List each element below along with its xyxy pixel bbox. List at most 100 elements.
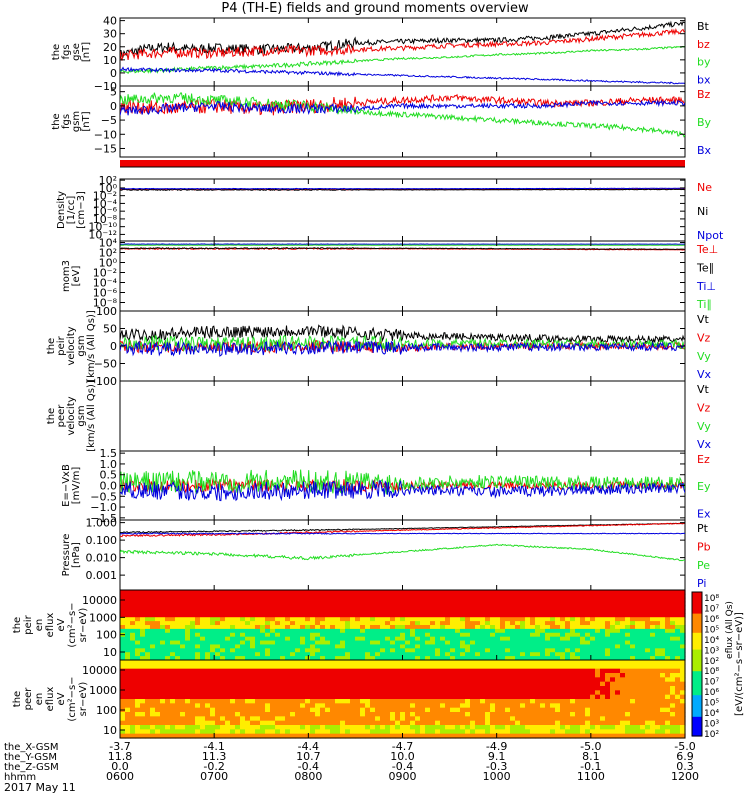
- spectrogram-cell: [345, 640, 351, 646]
- spectrogram-cell: [230, 613, 236, 618]
- spectrogram-cell: [390, 668, 396, 674]
- spectrogram-cell: [240, 699, 246, 704]
- spectrogram-cell: [555, 720, 561, 726]
- spectrogram-cell: [265, 673, 271, 678]
- spectrogram-cell: [365, 590, 371, 595]
- spectrogram-cell: [180, 644, 186, 649]
- spectrogram-cell: [390, 660, 396, 665]
- spectrogram-cell: [575, 625, 581, 630]
- spectrogram-cell: [330, 636, 336, 642]
- spectrogram-cell: [460, 681, 466, 687]
- spectrogram-cell: [125, 716, 131, 722]
- spectrogram-cell: [135, 686, 141, 691]
- spectrogram-cell: [645, 644, 651, 649]
- spectrogram-cell: [620, 597, 626, 603]
- spectrogram-cell: [160, 707, 166, 713]
- spectrogram-cell: [495, 621, 501, 626]
- spectrogram-cell: [270, 664, 276, 670]
- spectrogram-cell: [630, 716, 636, 722]
- spectrogram-cell: [155, 621, 161, 626]
- spectrogram-cell: [360, 707, 366, 713]
- legend-entry: bz: [697, 38, 710, 51]
- spectrogram-cell: [150, 694, 156, 700]
- spectrogram-cell: [410, 733, 416, 739]
- spectrogram-cell: [345, 668, 351, 674]
- spectrogram-cell: [260, 712, 266, 717]
- spectrogram-cell: [140, 644, 146, 649]
- spectrogram-cell: [160, 593, 166, 599]
- spectrogram-cell: [285, 640, 291, 646]
- spectrogram-cell: [565, 694, 571, 700]
- spectrogram-cell: [330, 668, 336, 674]
- spectrogram-cell: [205, 716, 211, 722]
- spectrogram-cell: [245, 720, 251, 726]
- spectrogram-cell: [515, 617, 521, 622]
- spectrogram-cell: [335, 694, 341, 700]
- spectrogram-cell: [155, 716, 161, 722]
- spectrogram-cell: [435, 664, 441, 670]
- spectrogram-cell: [400, 694, 406, 700]
- spectrogram-cell: [585, 632, 591, 638]
- colorbar-cell: [692, 668, 702, 672]
- spectrogram-cell: [415, 628, 421, 634]
- spectrogram-cell: [365, 686, 371, 691]
- spectrogram-cell: [290, 668, 296, 674]
- spectrogram-cell: [220, 716, 226, 722]
- spectrogram-cell: [325, 605, 331, 611]
- spectrogram-cell: [145, 681, 151, 687]
- spectrogram-cell: [255, 652, 261, 657]
- spectrogram-cell: [615, 640, 621, 646]
- spectrogram-cell: [345, 725, 351, 730]
- spectrogram-cell: [645, 668, 651, 674]
- spectrogram-cell: [660, 668, 666, 674]
- spectrogram-cell: [585, 673, 591, 678]
- spectrogram-cell: [320, 686, 326, 691]
- spectrogram-cell: [140, 617, 146, 622]
- spectrogram-cell: [390, 605, 396, 611]
- spectrogram-cell: [510, 681, 516, 687]
- legend-entry: By: [697, 116, 712, 129]
- colorbar-cell: [692, 680, 702, 684]
- spectrogram-cell: [655, 605, 661, 611]
- spectrogram-cell: [150, 686, 156, 691]
- spectrogram-cell: [390, 703, 396, 709]
- spectrogram-cell: [190, 733, 196, 739]
- spectrogram-cell: [415, 686, 421, 691]
- spectrogram-cell: [140, 613, 146, 618]
- spectrogram-cell: [515, 625, 521, 630]
- spectrogram-cell: [180, 652, 186, 657]
- spectrogram-cell: [465, 613, 471, 618]
- spectrogram-cell: [365, 729, 371, 735]
- spectrogram-cell: [220, 673, 226, 678]
- spectrogram-cell: [260, 686, 266, 691]
- spectrogram-cell: [280, 686, 286, 691]
- spectrogram-cell: [165, 694, 171, 700]
- spectrogram-cell: [485, 686, 491, 691]
- spectrogram-cell: [230, 632, 236, 638]
- spectrogram-cell: [165, 690, 171, 696]
- spectrogram-cell: [180, 686, 186, 691]
- spectrogram-cell: [670, 725, 676, 730]
- y-tick-label: −1.5: [90, 512, 117, 525]
- spectrogram-cell: [285, 673, 291, 678]
- spectrogram-cell: [650, 628, 656, 634]
- spectrogram-cell: [545, 686, 551, 691]
- spectrogram-cell: [130, 593, 136, 599]
- spectrogram-cell: [600, 725, 606, 730]
- spectrogram-cell: [230, 660, 236, 665]
- spectrogram-cell: [620, 690, 626, 696]
- spectrogram-cell: [235, 733, 241, 739]
- spectrogram-cell: [560, 652, 566, 657]
- spectrogram-cell: [155, 590, 161, 595]
- spectrogram-cell: [670, 617, 676, 622]
- y-tick-label: 10: [103, 724, 117, 737]
- spectrogram-cell: [630, 668, 636, 674]
- spectrogram-cell: [455, 648, 461, 653]
- spectrogram-cell: [375, 707, 381, 713]
- spectrogram-cell: [405, 725, 411, 730]
- spectrogram-cell: [380, 605, 386, 611]
- spectrogram-cell: [550, 716, 556, 722]
- spectrogram-cell: [325, 648, 331, 653]
- spectrogram-cell: [400, 720, 406, 726]
- spectrogram-cell: [290, 694, 296, 700]
